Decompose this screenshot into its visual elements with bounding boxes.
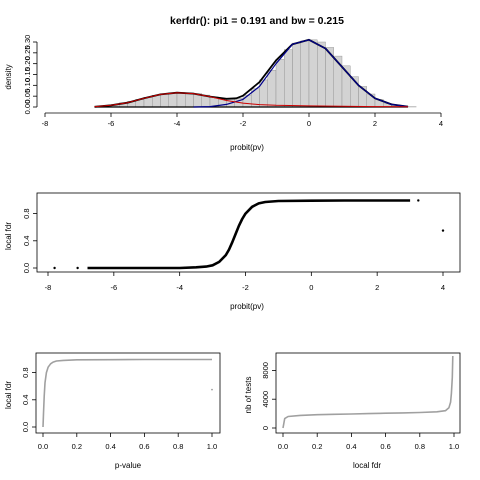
- local-fdr-point: [441, 229, 445, 232]
- tests-x-tick-label: 0.8: [415, 442, 425, 451]
- tests-y-tick-label: 0: [261, 426, 270, 430]
- tests-y-tick-label: 4000: [261, 391, 270, 408]
- probit-x-tick-label: 0: [309, 283, 313, 292]
- histogram-bar: [308, 39, 318, 108]
- pvalue-x-tick-label: 0.2: [72, 442, 82, 451]
- histogram-bar: [284, 49, 293, 108]
- density-panel-xlabel: probit(pv): [230, 143, 264, 152]
- pvalue-plot-frame: [35, 352, 221, 434]
- pvalue-panel-xlabel: p-value: [115, 461, 142, 470]
- tests-count-curve: [282, 355, 454, 429]
- probit-plot-frame: [36, 192, 461, 273]
- histogram-bar: [168, 92, 178, 108]
- null-density-line: [193, 39, 409, 108]
- density-x-tick-label: 2: [373, 119, 377, 128]
- probit-y-tick-label: 0.8: [22, 208, 31, 218]
- tests-panel-ylabel: nb of tests: [244, 377, 253, 414]
- tests-plot-frame: [275, 352, 461, 434]
- probit-x-tick-label: -6: [110, 283, 117, 292]
- pvalue-y-tick-label: 0.0: [21, 422, 30, 432]
- histogram-bar: [160, 93, 169, 108]
- pvalue-x-tick-label: 0.0: [38, 442, 48, 451]
- local-fdr-point-curve: [87, 199, 411, 270]
- pvalue-x-tick-label: 0.6: [139, 442, 149, 451]
- density-x-tick-label: 0: [307, 119, 311, 128]
- histogram-bar: [300, 40, 310, 108]
- probit-panel-xlabel: probit(pv): [230, 302, 264, 311]
- density-x-tick-label: 4: [439, 119, 443, 128]
- histogram-bar: [152, 95, 161, 108]
- pvalue-x-tick-label: 1.0: [207, 442, 217, 451]
- pvalue-panel-ylabel: local fdr: [4, 381, 13, 409]
- density-y-tick-label: 0.20: [23, 56, 32, 71]
- histogram-bar: [267, 69, 277, 108]
- tests-y-tick-label: 8000: [261, 362, 270, 379]
- local-fdr-point: [53, 266, 56, 270]
- density-x-tick-label: -2: [240, 119, 247, 128]
- tests-vs-local-fdr-panel: local fdr nb of tests 0.0 0.2 0.4 0.6 0.8 1.0…: [244, 352, 461, 470]
- probit-y-tick-label: 0.0: [22, 263, 31, 273]
- density-panel-ylabel: density: [4, 64, 13, 89]
- pvalue-y-tick-label: 0.4: [21, 395, 30, 405]
- pvalue-y-tick-label: 0.8: [21, 367, 30, 377]
- histogram-bar: [333, 55, 343, 108]
- histogram-bar: [275, 59, 285, 108]
- density-y-tick-label: 0.10: [23, 78, 32, 93]
- probit-x-tick-label: -2: [242, 283, 249, 292]
- main-title: kerfdr(): pi1 = 0.191 and bw = 0.215: [170, 15, 344, 27]
- density-x-tick-label: -8: [42, 119, 49, 128]
- density-y-tick-label: 0.05: [23, 89, 32, 104]
- tests-panel-xlabel: local fdr: [353, 461, 381, 470]
- probit-x-tick-label: 2: [375, 283, 379, 292]
- probit-x-tick-label: -4: [176, 283, 183, 292]
- pvalue-x-tick-label: 0.8: [173, 442, 183, 451]
- density-x-tick-label: -6: [108, 119, 115, 128]
- tests-x-tick-label: 0.4: [346, 442, 356, 451]
- local-fdr-point: [417, 199, 420, 202]
- histogram-bar: [176, 92, 186, 108]
- histogram-bar: [292, 42, 301, 108]
- tests-x-tick-label: 0.2: [312, 442, 322, 451]
- probit-y-tick-label: 0.4: [22, 236, 31, 246]
- density-y-tick-label: 0.00: [23, 100, 32, 115]
- tests-x-tick-label: 0.6: [380, 442, 390, 451]
- local-fdr-vs-pvalue-panel: p-value local fdr 0.0 0.2 0.4 0.6 0.8 1.0 0.0 0…: [4, 352, 221, 470]
- pvalue-outlier-point: [211, 388, 213, 391]
- probit-panel-ylabel: local fdr: [4, 222, 13, 250]
- tests-x-tick-label: 0.0: [278, 442, 288, 451]
- density-y-tick-label: 0.30: [23, 35, 32, 50]
- density-y-tick-label: 0.25: [23, 46, 32, 61]
- probit-x-tick-label: -8: [45, 283, 52, 292]
- histogram-bar: [185, 92, 194, 108]
- histogram-bar: [317, 41, 326, 108]
- density-panel: probit(pv) density -8 -6 -4 -2 0 2 40.000.050.…: [4, 35, 443, 152]
- density-y-tick-label: 0.15: [23, 67, 32, 82]
- local-fdr-point: [76, 266, 79, 270]
- alternative-density-line: [94, 92, 409, 108]
- pvalue-local-fdr-curve: [42, 358, 212, 428]
- density-x-tick-label: -4: [174, 119, 181, 128]
- local-fdr-vs-probit-panel: probit(pv) local fdr -8 -6 -4 -2 0 2 4 0.0 0.4 0.…: [4, 192, 461, 311]
- probit-x-tick-label: 4: [441, 283, 445, 292]
- tests-x-tick-label: 1.0: [449, 442, 459, 451]
- pvalue-x-tick-label: 0.4: [105, 442, 115, 451]
